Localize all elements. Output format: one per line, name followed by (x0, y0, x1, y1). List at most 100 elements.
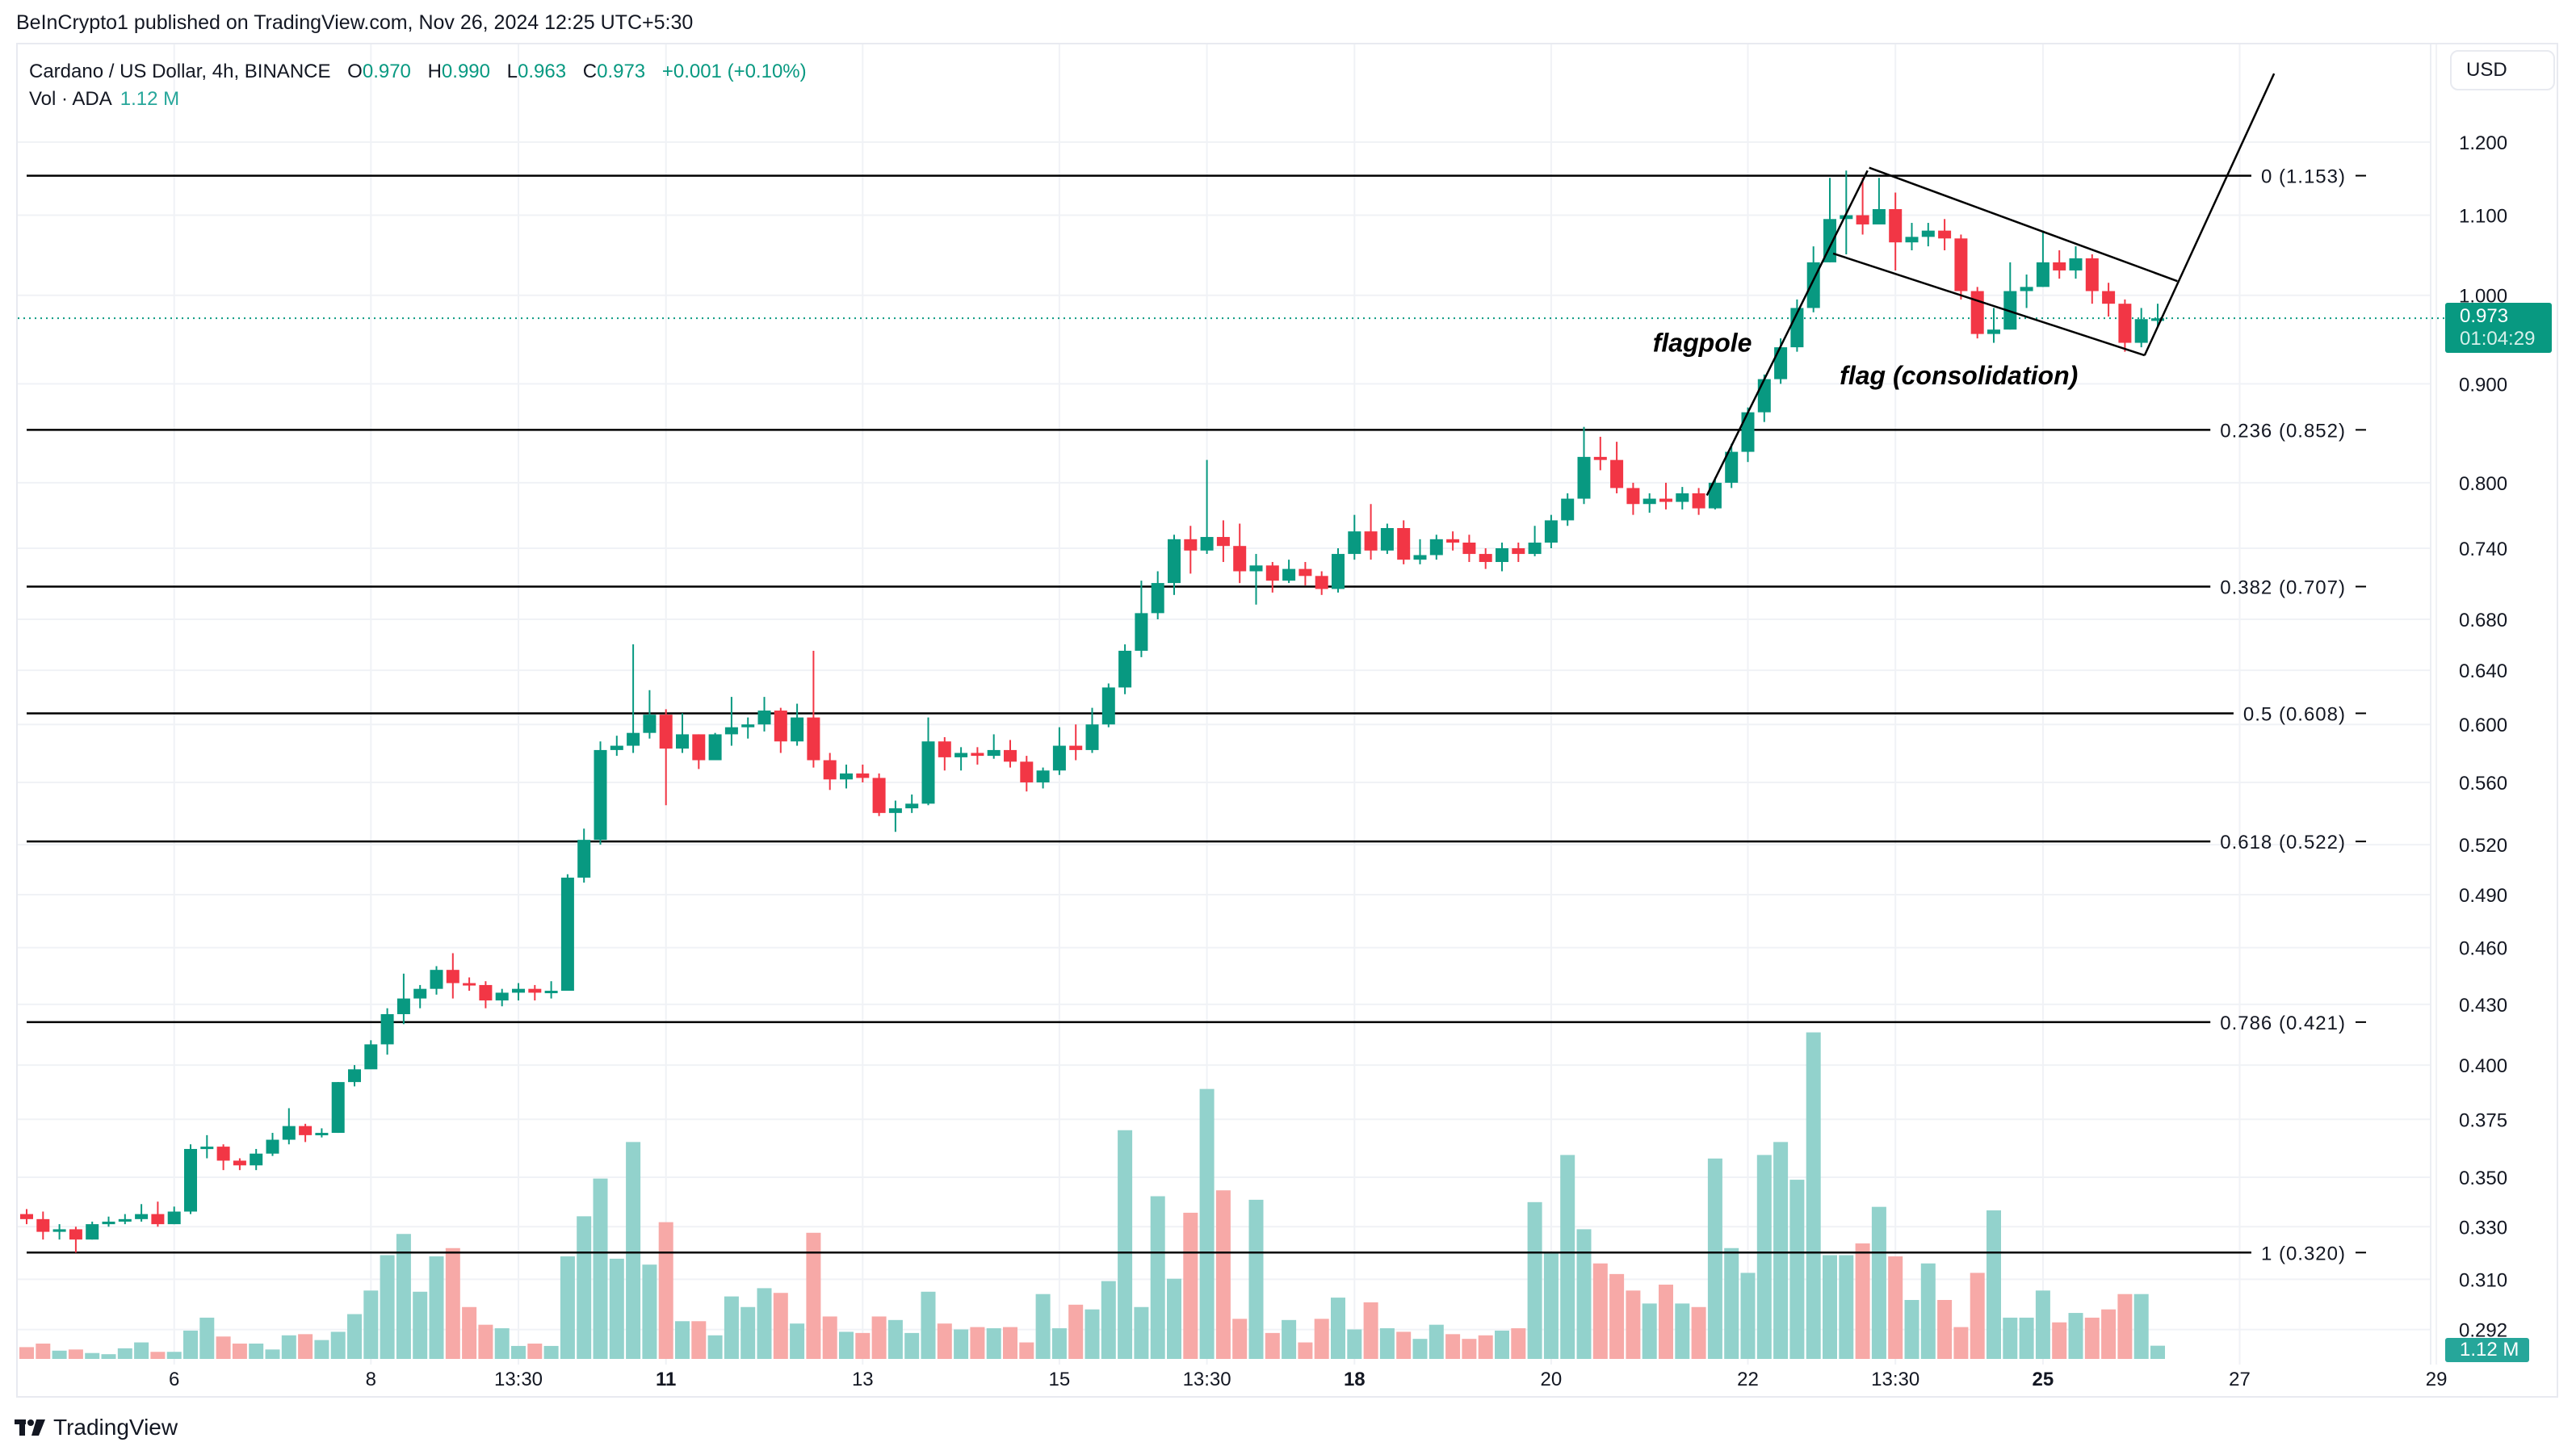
candle (1052, 727, 1066, 775)
volume-bar (1134, 1306, 1149, 1359)
candle (905, 794, 919, 813)
volume-bar (183, 1330, 198, 1359)
candle (446, 953, 459, 999)
volume-bar (1232, 1319, 1248, 1359)
candle (1446, 531, 1460, 551)
candle (1101, 683, 1115, 728)
fib-level-label: 0 (1.153) (2261, 166, 2346, 188)
candle (52, 1224, 66, 1240)
volume-bar (249, 1344, 264, 1359)
volume-bar (1871, 1206, 1886, 1359)
candle-body (2134, 319, 2148, 343)
candle (479, 981, 493, 1008)
candle (954, 747, 968, 771)
candle (2102, 283, 2116, 317)
candle-body (1774, 347, 1788, 379)
candle (807, 650, 820, 768)
candle-body (1643, 498, 1656, 505)
candle-body (135, 1214, 149, 1219)
candle (774, 707, 787, 753)
candle (1135, 581, 1148, 657)
candle-body (1069, 745, 1083, 750)
candle (643, 690, 657, 739)
high-value: 0.990 (441, 61, 490, 82)
candle (724, 697, 738, 746)
volume-bar (134, 1342, 149, 1359)
volume-bar (166, 1352, 182, 1359)
candle (1233, 523, 1247, 584)
currency-button[interactable]: USD (2450, 50, 2555, 90)
candle (823, 753, 837, 790)
candle (184, 1144, 197, 1214)
symbol-title[interactable]: Cardano / US Dollar, 4h, BINANCE (29, 61, 331, 82)
candle-body (560, 877, 574, 992)
candle (1315, 571, 1328, 595)
candle (1692, 488, 1705, 515)
candle-body (2102, 291, 2116, 304)
volume-bar (1543, 1252, 1559, 1359)
candle-body (348, 1069, 361, 1083)
candle-body (1118, 650, 1132, 688)
volume-bar (2150, 1345, 2165, 1359)
tradingview-logo-icon (15, 1419, 45, 1436)
volume-bar (1576, 1229, 1592, 1359)
volume-bar (970, 1327, 985, 1359)
candle (430, 966, 443, 995)
candle (1282, 560, 1296, 584)
candle-body (2036, 262, 2049, 287)
volume-bar (265, 1349, 280, 1359)
candle-body (1725, 451, 1739, 483)
volume-bar (790, 1323, 805, 1359)
candle-body (200, 1147, 214, 1150)
volume-bar (281, 1335, 296, 1359)
volume-bar (806, 1232, 821, 1359)
ohlc-row: Cardano / US Dollar, 4h, BINANCE O0.970 … (29, 58, 807, 86)
volume-bar (658, 1222, 673, 1359)
candle-body (676, 734, 689, 749)
flag-pattern-drawing: flagpole flag (consolidation) (1653, 73, 2276, 497)
candle (299, 1123, 313, 1143)
tradingview-logo[interactable]: TradingView (15, 1415, 178, 1440)
candle (233, 1158, 246, 1171)
volume-bar (839, 1331, 854, 1359)
candle (888, 800, 902, 832)
candle (1987, 308, 2000, 343)
candle-body (1692, 493, 1705, 509)
candle-body (2118, 304, 2132, 343)
candle-body (1987, 329, 2000, 334)
candle-body (1856, 215, 1869, 224)
candle-body (1151, 583, 1164, 614)
candle-body (938, 741, 951, 757)
fib-level-label: 0.786 (0.421) (2220, 1013, 2346, 1034)
volume-bar (1265, 1332, 1280, 1359)
volume-label[interactable]: Vol · ADA (29, 88, 112, 110)
candle-body (86, 1224, 99, 1240)
volume-bar (707, 1335, 723, 1359)
time-tick-label: 6 (169, 1369, 179, 1390)
volume-bar (937, 1323, 952, 1359)
candle-body (216, 1147, 230, 1161)
time-tick-label: 20 (1541, 1369, 1563, 1390)
candle-body (1577, 456, 1591, 499)
candle (1265, 562, 1279, 593)
volume-bar (1675, 1303, 1690, 1359)
volume-bar (1068, 1304, 1084, 1359)
volume-bar (1101, 1281, 1116, 1359)
volume-bar (363, 1290, 379, 1359)
high-label: H (427, 61, 442, 82)
open-label: O (347, 61, 363, 82)
change-value: +0.001 (+0.10%) (661, 61, 807, 82)
candle (331, 1082, 345, 1134)
candle (250, 1148, 263, 1171)
candle (2134, 308, 2148, 348)
candle (856, 764, 870, 783)
candle-body (1265, 565, 1279, 581)
candle (840, 764, 853, 789)
candle (118, 1214, 132, 1225)
volume-bar (1839, 1255, 1854, 1359)
candle (1332, 548, 1345, 593)
candle-body (627, 732, 640, 746)
candle (167, 1206, 181, 1225)
candle (1643, 493, 1656, 513)
